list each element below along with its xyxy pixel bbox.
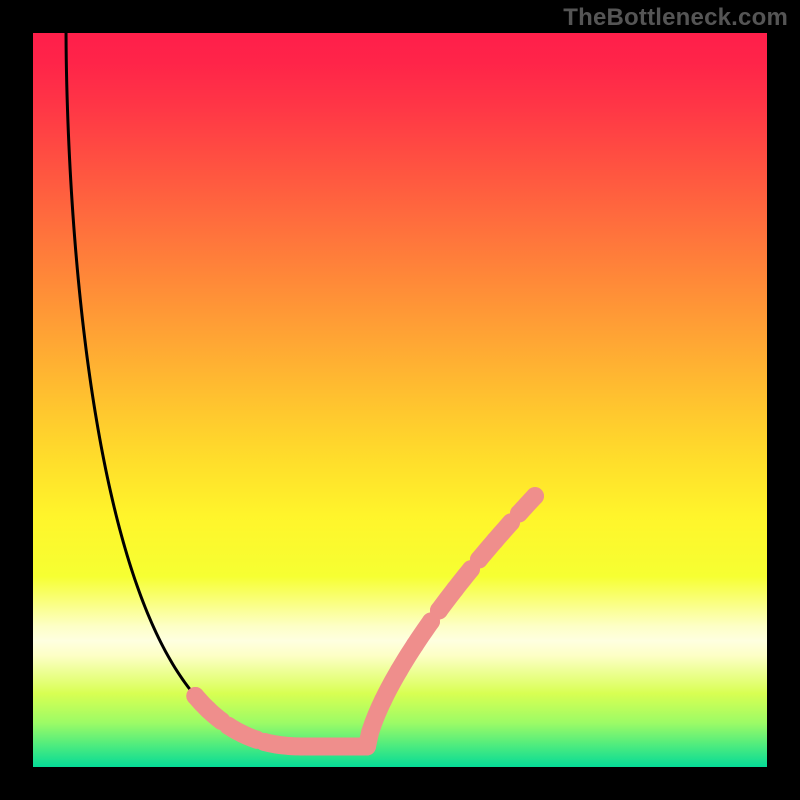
watermark-text: TheBottleneck.com xyxy=(563,4,788,32)
marker-bead xyxy=(526,487,544,505)
bottleneck-chart xyxy=(33,33,767,767)
chart-frame: TheBottleneck.com xyxy=(0,0,800,800)
marker-bead xyxy=(430,601,448,619)
marker-bead xyxy=(358,737,376,755)
marker-bead xyxy=(406,636,424,654)
marker-bead xyxy=(510,504,528,522)
marker-bead xyxy=(186,687,204,705)
marker-bead xyxy=(486,532,504,550)
marker-bead xyxy=(374,691,392,709)
marker-bead xyxy=(446,580,464,598)
marker-bead xyxy=(470,550,488,568)
marker-bead xyxy=(390,662,408,680)
